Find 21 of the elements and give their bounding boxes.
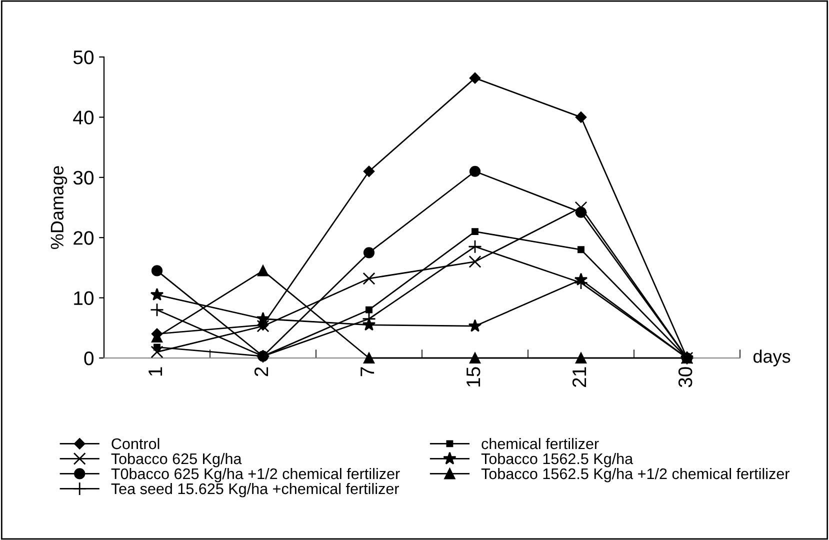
- legend-label: Tobacco 1562.5 Kg/ha +1/2 chemical fertilizer: [481, 468, 790, 482]
- y-tick-label: 0: [84, 351, 94, 366]
- y-tick-label: 50: [73, 50, 94, 64]
- x-tick-label: 30: [678, 367, 692, 388]
- x-tick-label: 7: [360, 367, 374, 376]
- x-tick-label: 15: [466, 367, 480, 386]
- legend-label: Control: [112, 438, 160, 450]
- y-tick-label: 10: [74, 291, 94, 306]
- y-tick-label: 30: [73, 170, 94, 185]
- legend-label: T0bacco 625 Kg/ha +1/2 chemical fertilizer: [111, 468, 400, 482]
- y-axis-title: %Damage: [50, 166, 68, 250]
- legend-label: Tobacco 625 Kg/ha: [111, 452, 242, 468]
- legend-label: Tea seed 15.625 Kg/ha +chemical fertilizer: [111, 482, 399, 498]
- x-axis-title: days: [753, 350, 790, 366]
- legend-label: chemical fertilizer: [482, 438, 599, 450]
- y-tick-label: 40: [73, 110, 94, 124]
- x-tick-label: 2: [254, 367, 268, 376]
- x-tick-label: 21: [572, 367, 586, 387]
- legend-label: Tobacco 1562.5 Kg/ha: [481, 452, 634, 468]
- x-tick-label: 1: [148, 367, 162, 376]
- y-tick-label: 20: [74, 231, 94, 245]
